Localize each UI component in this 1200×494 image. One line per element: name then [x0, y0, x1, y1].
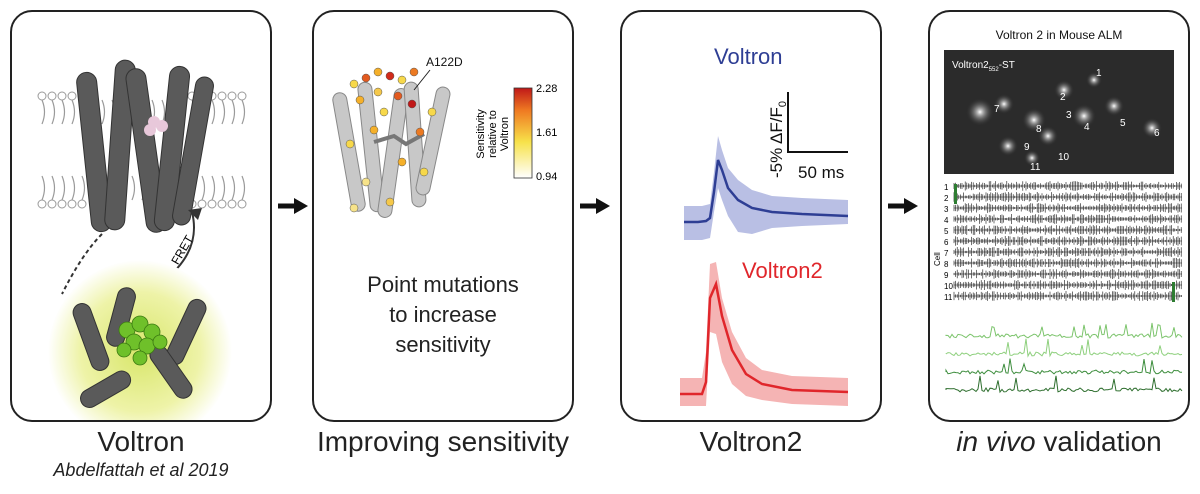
- raster-row-trace: [953, 291, 1182, 301]
- mouse-alm-image: Voltron2552-ST 1 2 3 4 5 6 7 8 9 10 11: [944, 50, 1174, 174]
- raster-row-label: 3: [944, 205, 949, 214]
- fluorescence-traces: Voltron -5% ΔF/F0 50 ms Voltron2: [680, 44, 849, 406]
- voltron-trace: [684, 159, 849, 224]
- colorbar-title-line2: relative to: [487, 110, 499, 158]
- caption-improving-sensitivity: Improving sensitivity: [316, 426, 570, 457]
- scale-y-label: -5% ΔF/F0: [767, 101, 789, 178]
- arrow-right-icon: [580, 198, 610, 214]
- colorbar-tick-min: 0.94: [536, 171, 557, 183]
- trace-label-voltron: Voltron: [714, 44, 783, 69]
- panel-in-vivo: Voltron 2 in Mouse ALM Voltron2552-ST 1 …: [928, 10, 1190, 422]
- colorbar: [513, 87, 533, 179]
- mutation-structure-illustration: A122D 2.28 1.61 0.94 Sensitivity relativ…: [332, 55, 557, 218]
- spike-raster: Cell 1 2 3 4 5 6 7 8 9 10 11: [933, 181, 1183, 394]
- colorbar-tick-max: 2.28: [536, 83, 557, 95]
- voltron-structure-illustration: FRET: [37, 59, 247, 444]
- cell-label: 9: [1024, 142, 1030, 153]
- raster-row-label: 9: [944, 271, 949, 280]
- body-text-line-1: Point mutations: [367, 272, 519, 297]
- raster-row-trace: [953, 236, 1182, 246]
- scale-bar: [787, 92, 848, 153]
- caption-italic: in vivo: [956, 426, 1036, 457]
- raster-event-marker: [954, 184, 957, 204]
- raster-row-trace: [953, 280, 1182, 290]
- citation: Abdelfattah et al 2019: [53, 460, 229, 480]
- arrow-right-icon: [278, 198, 308, 214]
- cell-label: 1: [1096, 68, 1102, 79]
- image-label: Voltron2552-ST: [952, 60, 1015, 73]
- calcium-trace: [945, 375, 1183, 394]
- raster-row-trace: [953, 214, 1182, 224]
- cell-label: 7: [994, 104, 1000, 115]
- colorbar-tick-mid: 1.61: [536, 127, 557, 139]
- raster-row-trace: [953, 258, 1182, 268]
- raster-row-label: 6: [944, 238, 949, 247]
- arrow-right-icon: [888, 198, 918, 214]
- caption-voltron: Voltron: [97, 426, 185, 457]
- raster-axis-label: Cell: [933, 252, 942, 266]
- raster-row-label: 10: [944, 282, 953, 291]
- body-text-line-3: sensitivity: [395, 332, 491, 357]
- caption-voltron2: Voltron2: [699, 426, 803, 457]
- trace-label-voltron2: Voltron2: [742, 258, 823, 283]
- raster-row-label: 11: [944, 293, 953, 302]
- voltron2-trace: [680, 279, 849, 396]
- raster-event-marker: [1172, 282, 1175, 302]
- raster-row-trace: [953, 203, 1182, 213]
- panel-voltron2: Voltron -5% ΔF/F0 50 ms Voltron2: [620, 10, 882, 422]
- cell-label: 4: [1084, 122, 1090, 133]
- cell-label: 6: [1154, 128, 1160, 139]
- colorbar-title-line1: Sensitivity: [475, 109, 487, 159]
- raster-row-label: 2: [944, 194, 949, 203]
- cell-label: 2: [1060, 92, 1066, 103]
- raster-row-trace: [953, 225, 1182, 235]
- calcium-trace: [945, 322, 1183, 340]
- colorbar-title-line3: Voltron: [499, 117, 511, 151]
- raster-row-label: 1: [944, 183, 949, 192]
- body-text-line-2: to increase: [389, 302, 497, 327]
- raster-row-label: 4: [944, 216, 949, 225]
- raster-row-trace: [953, 247, 1182, 257]
- invivo-title: Voltron 2 in Mouse ALM: [995, 28, 1123, 42]
- mutation-label: A122D: [426, 55, 463, 69]
- raster-row-label: 8: [944, 260, 949, 269]
- calcium-trace: [945, 338, 1183, 358]
- cell-label: 8: [1036, 124, 1042, 135]
- raster-row-label: 5: [944, 227, 949, 236]
- raster-row-trace: [953, 269, 1182, 279]
- panel-voltron: FRET: [10, 10, 272, 444]
- panel-improving-sensitivity: A122D 2.28 1.61 0.94 Sensitivity relativ…: [312, 10, 574, 422]
- calcium-trace: [945, 358, 1183, 375]
- caption-in-vivo: in vivo validation: [920, 426, 1198, 458]
- cell-label: 11: [1030, 162, 1041, 173]
- cell-label: 5: [1120, 118, 1126, 129]
- raster-row-label: 7: [944, 249, 949, 258]
- scale-x-label: 50 ms: [798, 163, 844, 182]
- cell-label: 3: [1066, 110, 1072, 121]
- voltron2-trace-band: [680, 262, 848, 406]
- caption-rest: validation: [1035, 426, 1162, 457]
- cell-label: 10: [1058, 152, 1070, 163]
